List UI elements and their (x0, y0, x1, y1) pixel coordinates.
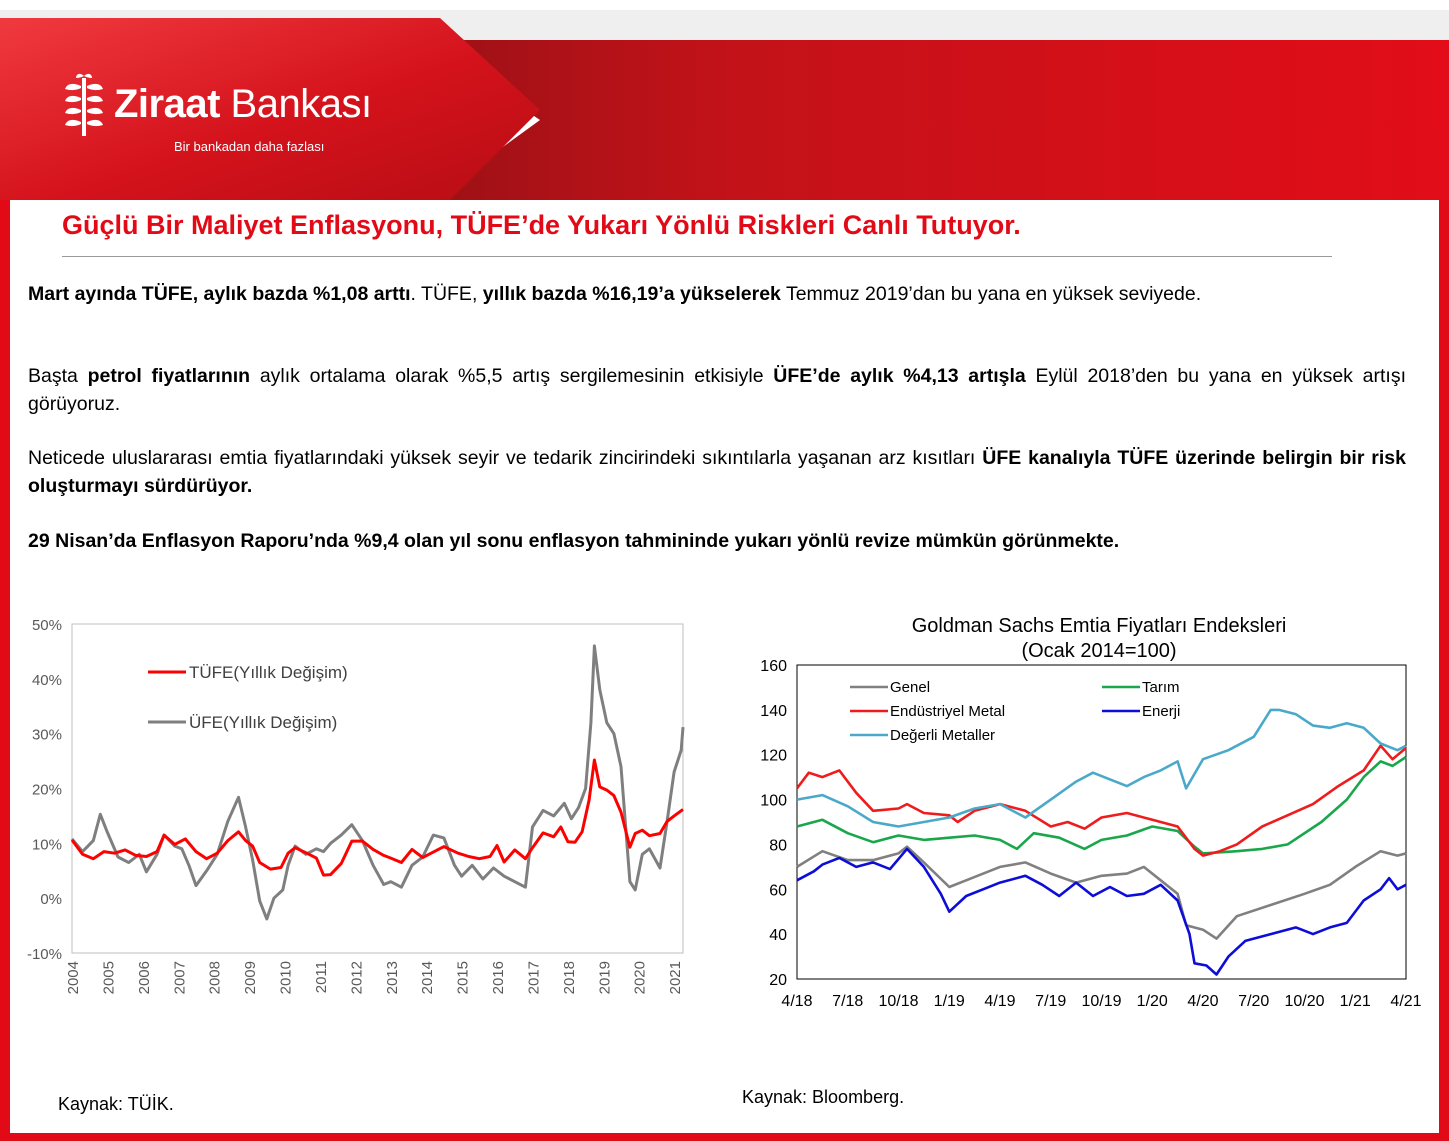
text-run: . TÜFE, (410, 283, 483, 305)
series-line (796, 847, 1407, 976)
text-run: ÜFE kanalıyla TÜFE üzerinde belirgin bir… (28, 447, 1406, 497)
y-tick-label: 140 (760, 703, 787, 720)
brand-name: Ziraat Bankası (114, 84, 372, 124)
y-tick-label: 100 (760, 793, 787, 810)
header-band (0, 0, 1449, 200)
y-tick-label: 40 (769, 927, 787, 944)
x-tick-label: 2017 (525, 961, 542, 994)
x-tick-label: 2016 (490, 961, 507, 994)
text-run: Neticede uluslararası emtia fiyatlarında… (28, 447, 983, 469)
x-tick-label: 2008 (207, 961, 224, 994)
y-tick-label: 20 (769, 972, 787, 989)
x-tick-label: 1/19 (934, 993, 965, 1010)
x-tick-label: 2009 (242, 961, 259, 994)
x-tick-label: 4/21 (1390, 993, 1421, 1010)
x-tick-label: 2015 (455, 961, 472, 994)
legend-label: ÜFE(Yıllık Değişim) (189, 713, 337, 732)
commodity-chart-title: Goldman Sachs Emtia Fiyatları Endeksleri (912, 615, 1287, 637)
y-tick-label: 10% (32, 836, 62, 853)
plot-area (71, 623, 684, 954)
x-tick-label: 2006 (136, 961, 153, 994)
x-tick-label: 2012 (348, 961, 365, 994)
frame-right (1439, 200, 1449, 1141)
x-tick-label: 2013 (384, 961, 401, 994)
text-run: petrol fiyatlarının (87, 365, 251, 387)
x-tick-label: 4/20 (1187, 993, 1218, 1010)
series-line-ufe (70, 644, 685, 921)
frame-bottom (0, 1133, 1449, 1141)
x-tick-label: 1/20 (1137, 993, 1168, 1010)
text-run: Mart ayında TÜFE, aylık bazda %1,08 artt… (28, 283, 411, 305)
frame-left (0, 200, 10, 1141)
series-line (796, 708, 1407, 828)
brand-slogan: Bir bankadan daha fazlası (174, 139, 325, 154)
text-run: 29 Nisan’da Enflasyon Raporu’nda %9,4 ol… (28, 530, 1120, 552)
x-tick-label: 2018 (561, 961, 578, 994)
text-run: yıllık bazda %16,19’a yükselerek (482, 283, 781, 305)
y-tick-label: -10% (27, 946, 62, 963)
legend-label: Değerli Metaller (890, 727, 995, 744)
x-tick-label: 2010 (278, 961, 295, 994)
series-line (796, 755, 1407, 855)
y-tick-label: 20% (32, 782, 62, 799)
brand-name-b: Bankası (219, 82, 373, 126)
x-tick-label: 2020 (632, 961, 649, 994)
text-run: Başta (28, 365, 88, 387)
commodity-chart-subtitle: (Ocak 2014=100) (1021, 640, 1176, 662)
y-tick-label: 160 (760, 658, 787, 675)
x-tick-label: 2005 (100, 961, 117, 994)
legend-label: Endüstriyel Metal (890, 703, 1005, 720)
series-line-tufe (70, 758, 684, 877)
x-tick-label: 2004 (65, 961, 82, 994)
y-tick-label: 0% (40, 891, 62, 908)
wheat-logo-icon (65, 73, 103, 136)
text-run: Temmuz 2019’dan bu yana en yüksek seviye… (780, 283, 1202, 305)
legend-label: Enerji (1142, 703, 1180, 720)
source-left: Kaynak: TÜİK. (58, 1094, 174, 1114)
brand-name-a: Ziraat (114, 82, 220, 126)
x-tick-label: 2021 (667, 961, 684, 994)
text-run: Eylül 2018’den bu yana en yüksek artışı … (28, 365, 1406, 415)
inflation-chart: 50% 40% 30% 20% 10% 0% -10%2004 2005 2006 2007 200… (27, 617, 685, 994)
paragraph-1: Mart ayında TÜFE, aylık bazda %1,08 artt… (28, 280, 1406, 308)
bank-logo: Ziraat Bankası (62, 72, 372, 136)
y-tick-label: 40% (32, 672, 62, 689)
series-line (796, 845, 1407, 940)
slide-title: Güçlü Bir Maliyet Enflasyonu, TÜFE’de Yu… (62, 210, 1021, 240)
series-line (795, 744, 1407, 857)
x-tick-label: 10/20 (1284, 993, 1324, 1010)
paragraph-4: 29 Nisan’da Enflasyon Raporu’nda %9,4 ol… (28, 527, 1406, 555)
x-tick-label: 4/18 (781, 993, 812, 1010)
legend-label: Genel (890, 679, 930, 696)
x-tick-label: 2019 (596, 961, 613, 994)
y-tick-label: 80 (769, 837, 787, 854)
x-tick-label: 2007 (171, 961, 188, 994)
y-tick-label: 30% (32, 727, 62, 744)
y-tick-label: 120 (760, 748, 787, 765)
x-tick-label: 1/21 (1340, 993, 1371, 1010)
text-run: ÜFE’de aylık %4,13 artışla (773, 365, 1026, 387)
x-tick-label: 2014 (419, 961, 436, 994)
commodity-chart: Goldman Sachs Emtia Fiyatları Endeksleri… (760, 615, 1421, 1010)
title-divider (62, 256, 1332, 257)
x-tick-label: 10/19 (1081, 993, 1121, 1010)
paragraph-2: Başta petrol fiyatlarının aylık ortalama… (28, 362, 1406, 418)
x-tick-label: 7/20 (1238, 993, 1269, 1010)
plot-area (796, 664, 1407, 980)
x-tick-label: 7/19 (1035, 993, 1066, 1010)
paragraph-3: Neticede uluslararası emtia fiyatlarında… (28, 444, 1406, 500)
x-tick-label: 2011 (313, 961, 330, 993)
x-tick-label: 10/18 (878, 993, 918, 1010)
x-tick-label: 4/19 (984, 993, 1015, 1010)
legend-label: Tarım (1142, 679, 1180, 696)
y-tick-label: 50% (32, 617, 62, 634)
y-tick-label: 60 (769, 882, 787, 899)
source-right: Kaynak: Bloomberg. (742, 1087, 905, 1107)
legend-label: TÜFE(Yıllık Değişim) (189, 663, 348, 682)
x-tick-label: 7/18 (832, 993, 863, 1010)
text-run: aylık ortalama olarak %5,5 artış sergile… (250, 365, 774, 387)
